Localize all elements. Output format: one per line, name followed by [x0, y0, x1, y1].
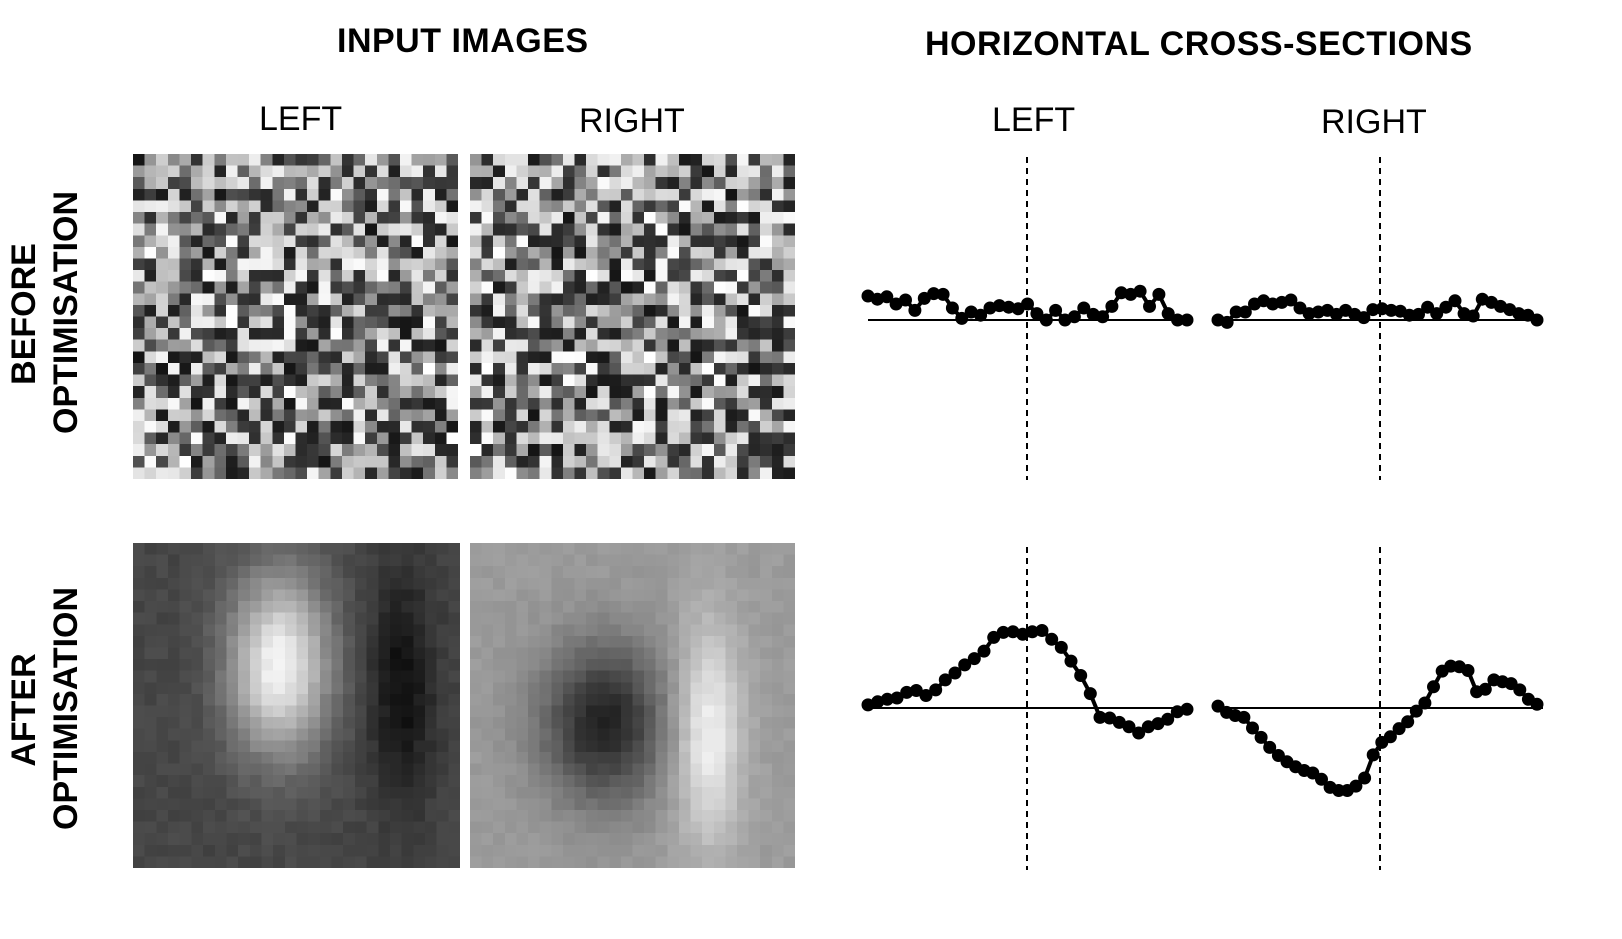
data-point [927, 287, 941, 301]
input-left-label: LEFT [259, 100, 343, 138]
data-point [1039, 313, 1053, 327]
data-point [1074, 669, 1088, 682]
after-left-cross-section [861, 547, 1194, 870]
data-point [899, 293, 912, 307]
data-point [908, 303, 922, 317]
data-point [1132, 726, 1146, 740]
row-label-before-line2: OPTIMISATION [47, 190, 85, 434]
data-point [919, 689, 933, 702]
data-point [1418, 696, 1432, 710]
data-point [1152, 287, 1166, 301]
row-label-after-line1: AFTER [5, 653, 43, 767]
data-point [1478, 682, 1492, 696]
data-point [1064, 654, 1078, 668]
data-point [1161, 307, 1175, 321]
cross-sections-title: HORIZONTAL CROSS-SECTIONS [925, 25, 1473, 63]
data-point [1357, 311, 1371, 325]
data-point [955, 311, 969, 325]
data-point [1077, 301, 1091, 315]
data-point [1180, 313, 1194, 327]
data-point [1083, 687, 1097, 701]
data-point [1383, 730, 1397, 744]
data-point [936, 287, 950, 301]
data-point [1358, 771, 1372, 785]
data-point [1067, 310, 1081, 324]
data-point [1439, 300, 1453, 314]
data-point [1513, 683, 1527, 697]
data-point [1122, 720, 1136, 734]
row-label-before-line1: BEFORE [5, 243, 43, 385]
data-point [909, 684, 923, 697]
data-point [945, 301, 959, 315]
data-point [1054, 640, 1068, 654]
data-point [1045, 632, 1059, 646]
data-point [967, 652, 981, 666]
data-point [880, 290, 894, 304]
data-point [1143, 299, 1156, 313]
data-point [1096, 310, 1110, 324]
data-point [1430, 307, 1444, 321]
section-right-label: RIGHT [1321, 103, 1427, 141]
before-left-noise-image [133, 154, 458, 479]
data-point [1151, 717, 1165, 731]
data-point [1461, 664, 1475, 677]
data-point [1105, 299, 1119, 313]
data-point [1263, 740, 1277, 754]
data-point [929, 683, 943, 697]
after-right-cross-section [1211, 547, 1544, 870]
data-point [987, 630, 1001, 644]
data-point [1025, 625, 1039, 639]
data-point [1530, 697, 1544, 711]
data-point [996, 625, 1010, 639]
row-label-after-line2: OPTIMISATION [47, 586, 85, 830]
data-point [977, 644, 991, 658]
data-point [1401, 715, 1415, 729]
data-point [1466, 309, 1480, 323]
data-point [1530, 313, 1544, 327]
data-point [1237, 710, 1251, 724]
data-point [880, 692, 894, 706]
data-point [1161, 712, 1175, 726]
data-point [1035, 624, 1049, 637]
input-images-title: INPUT IMAGES [337, 22, 589, 60]
row-label-after: AFTER OPTIMISATION [3, 586, 87, 830]
data-point [958, 658, 972, 672]
data-point [1021, 297, 1034, 311]
input-right-label: RIGHT [579, 102, 685, 140]
data-point [1112, 715, 1126, 729]
before-left-cross-section [861, 157, 1194, 480]
after-right-filter-image [470, 543, 795, 868]
data-point [974, 308, 988, 322]
data-point [1030, 307, 1044, 321]
data-point [1349, 779, 1363, 793]
data-point [948, 666, 962, 680]
data-point [890, 691, 904, 705]
data-point [1180, 702, 1194, 716]
data-point [1254, 730, 1268, 744]
data-point [1246, 721, 1259, 735]
data-point [1049, 303, 1063, 317]
data-point [1220, 315, 1234, 329]
after-left-filter-image [133, 543, 460, 868]
data-point [1171, 313, 1185, 327]
section-left-label: LEFT [992, 101, 1076, 139]
before-right-noise-image [470, 154, 795, 479]
data-point [1284, 293, 1298, 307]
data-point [1421, 300, 1435, 314]
row-label-before: BEFORE OPTIMISATION [3, 190, 87, 434]
data-point [938, 673, 952, 687]
data-point [1366, 748, 1380, 762]
data-point [1427, 680, 1440, 694]
before-right-cross-section [1211, 157, 1544, 480]
data-point [1093, 710, 1107, 724]
data-point [1448, 294, 1462, 308]
data-point [1409, 704, 1423, 718]
data-point [1315, 772, 1328, 786]
data-point [1229, 305, 1243, 319]
data-point [1412, 307, 1425, 321]
data-point [1133, 284, 1147, 298]
data-point [1238, 305, 1252, 319]
